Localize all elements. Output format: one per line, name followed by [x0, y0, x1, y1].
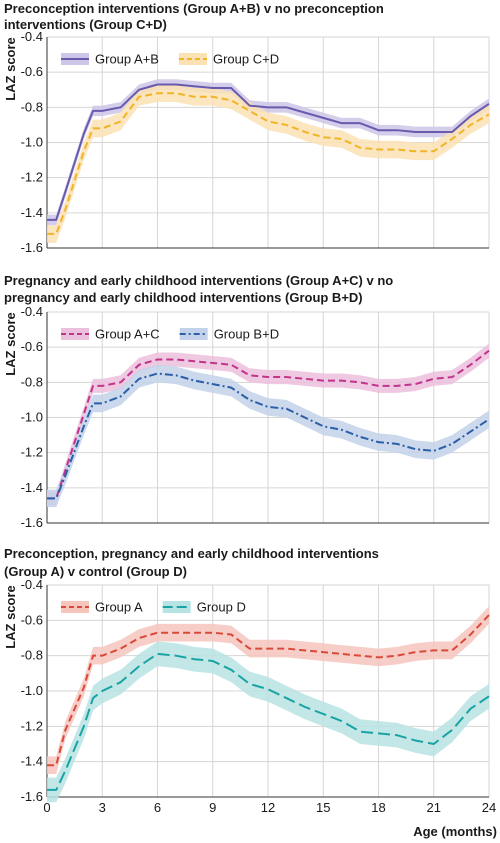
series-line-1 — [47, 83, 490, 221]
series-line-1 — [47, 349, 490, 500]
y-tick-label: -1.4 — [21, 480, 43, 495]
x-tick-label: 24 — [482, 800, 496, 815]
chart-panel-1: Preconception interventions (Group A+B) … — [3, 1, 490, 255]
x-tick-label: 15 — [316, 800, 330, 815]
x-tick-label: 12 — [261, 800, 275, 815]
chart-panel-3: Preconception, pregnancy and early child… — [3, 546, 497, 839]
legend-label: Group C+D — [213, 52, 279, 67]
x-tick-label: 18 — [371, 800, 385, 815]
y-tick-label: -1.0 — [21, 410, 43, 425]
series-line-2 — [47, 92, 490, 235]
legend-label: Group B+D — [214, 327, 279, 342]
y-tick-label: -0.8 — [21, 99, 43, 114]
legend-label: Group A+B — [95, 52, 159, 67]
y-tick-label: -1.6 — [21, 789, 43, 804]
series-line-1 — [47, 614, 490, 767]
y-tick-label: -1.2 — [21, 445, 43, 460]
y-tick-label: -0.4 — [21, 577, 43, 592]
legend-label: Group D — [197, 600, 246, 615]
y-tick-label: -0.8 — [21, 374, 43, 389]
y-tick-label: -0.6 — [21, 612, 43, 627]
y-tick-label: -1.0 — [21, 135, 43, 150]
chart-title-line: (Group A) v control (Group D) — [4, 564, 187, 579]
chart-title-line: Preconception interventions (Group A+B) … — [4, 1, 384, 16]
confidence-band-1 — [47, 79, 489, 226]
chart-title-line: Pregnancy and early childhood interventi… — [4, 273, 393, 288]
y-tick-label: -0.4 — [21, 29, 43, 44]
legend-swatch-band — [61, 328, 89, 340]
y-tick-label: -1.4 — [21, 754, 43, 769]
y-tick-label: -0.8 — [21, 648, 43, 663]
confidence-band-2 — [47, 84, 489, 243]
x-tick-label: 9 — [209, 800, 216, 815]
chart-title-line: Preconception, pregnancy and early child… — [4, 546, 379, 561]
y-tick-label: -1.6 — [21, 515, 43, 530]
y-axis-label: LAZ score — [3, 585, 18, 649]
legend-label: Group A+C — [95, 327, 160, 342]
y-tick-label: -1.4 — [21, 205, 43, 220]
y-tick-label: -1.6 — [21, 240, 43, 255]
x-tick-label: 0 — [43, 800, 50, 815]
y-tick-label: -0.4 — [21, 304, 43, 319]
chart-title-line: interventions (Group C+D) — [4, 17, 167, 32]
confidence-band-1 — [47, 343, 489, 506]
y-tick-label: -0.6 — [21, 339, 43, 354]
y-tick-label: -0.6 — [21, 64, 43, 79]
legend-swatch-band — [61, 601, 89, 613]
series-line-2 — [47, 372, 490, 500]
x-axis-label: Age (months) — [413, 824, 497, 839]
legend-label: Group A — [95, 600, 143, 615]
x-tick-label: 3 — [99, 800, 106, 815]
x-tick-label: 21 — [427, 800, 441, 815]
chart-panel-2: Pregnancy and early childhood interventi… — [3, 273, 490, 530]
y-axis-label: LAZ score — [3, 312, 18, 376]
x-tick-label: 6 — [154, 800, 161, 815]
chart-title-line: pregnancy and early childhood interventi… — [4, 290, 363, 305]
y-tick-label: -1.0 — [21, 683, 43, 698]
series-line-2 — [47, 652, 490, 791]
y-axis-label: LAZ score — [3, 37, 18, 101]
y-tick-label: -1.2 — [21, 170, 43, 185]
legend-swatch-band — [178, 53, 207, 65]
y-tick-label: -1.2 — [21, 718, 43, 733]
